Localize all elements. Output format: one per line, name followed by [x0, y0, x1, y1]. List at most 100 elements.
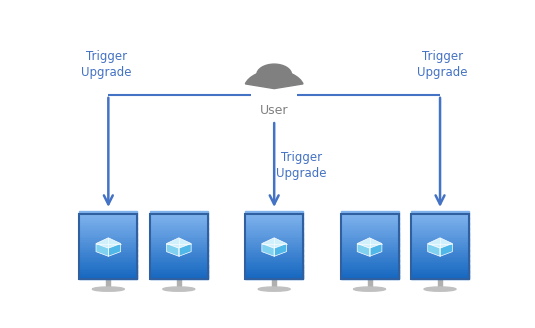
Bar [411, 225, 469, 227]
Bar [177, 279, 181, 288]
Ellipse shape [163, 287, 195, 291]
Bar [411, 240, 469, 242]
Polygon shape [357, 238, 382, 248]
Bar [150, 276, 208, 277]
Bar [150, 242, 208, 244]
Polygon shape [96, 244, 108, 256]
Bar [340, 242, 399, 244]
Bar [245, 230, 303, 232]
Bar [245, 235, 303, 237]
Bar [340, 269, 399, 271]
Bar [340, 277, 399, 279]
Bar [272, 279, 276, 288]
Bar [79, 276, 137, 277]
Bar [411, 277, 469, 279]
Bar [340, 238, 399, 240]
Bar [340, 254, 399, 256]
Bar [411, 252, 469, 254]
Bar [340, 267, 399, 269]
Bar [245, 276, 303, 277]
Bar [340, 237, 399, 239]
Bar [340, 213, 399, 215]
Bar [411, 213, 469, 215]
Bar [411, 237, 469, 239]
Bar [79, 243, 137, 246]
Bar [79, 247, 137, 249]
Text: Trigger
Upgrade: Trigger Upgrade [417, 50, 468, 78]
Bar [79, 252, 137, 254]
Bar [150, 227, 208, 229]
Bar [340, 255, 399, 257]
Bar [245, 270, 303, 273]
Bar [150, 216, 208, 219]
Bar [340, 240, 399, 242]
Bar [245, 228, 303, 231]
Bar [150, 238, 208, 240]
Bar [411, 257, 469, 259]
Bar [340, 245, 399, 247]
Bar [150, 225, 208, 227]
Bar [79, 250, 137, 252]
Bar [245, 252, 303, 254]
Bar [150, 222, 208, 224]
Bar [150, 228, 208, 231]
Bar [368, 279, 372, 288]
Bar [150, 215, 208, 217]
Bar [150, 274, 208, 276]
Bar [411, 269, 469, 271]
Bar [150, 270, 208, 273]
Bar [411, 238, 469, 240]
Bar [150, 243, 208, 246]
Bar [245, 220, 303, 222]
Bar [245, 250, 303, 252]
Bar [245, 233, 303, 236]
Bar [340, 258, 399, 261]
Bar [79, 225, 137, 227]
Bar [150, 218, 208, 220]
Bar [79, 215, 137, 217]
Bar [340, 222, 399, 224]
Bar [245, 269, 303, 271]
Bar [340, 260, 399, 262]
Bar [150, 277, 208, 279]
Bar [79, 237, 137, 239]
Bar [245, 272, 303, 274]
Bar [79, 270, 137, 273]
Bar [245, 218, 303, 220]
Bar [79, 227, 137, 229]
Bar [411, 227, 469, 229]
Bar [411, 249, 469, 251]
Bar [150, 267, 208, 269]
Polygon shape [370, 244, 382, 256]
Bar [245, 257, 303, 259]
Bar [245, 240, 303, 242]
Bar [340, 225, 399, 227]
Bar [411, 258, 469, 261]
Bar [411, 255, 469, 257]
Bar [340, 220, 399, 222]
Bar [411, 264, 469, 266]
Bar [411, 276, 469, 277]
Polygon shape [166, 238, 191, 248]
Polygon shape [166, 244, 179, 256]
Bar [411, 243, 469, 246]
Polygon shape [179, 244, 191, 256]
Bar [340, 250, 399, 252]
Bar [150, 233, 208, 236]
Polygon shape [274, 244, 287, 256]
Bar [340, 230, 399, 232]
Bar [411, 274, 469, 276]
Ellipse shape [93, 287, 124, 291]
Bar [411, 215, 469, 217]
Bar [150, 252, 208, 254]
Bar [411, 220, 469, 222]
Polygon shape [427, 238, 453, 248]
Bar [411, 267, 469, 269]
Bar [340, 264, 399, 266]
Bar [438, 279, 442, 288]
Bar [340, 228, 399, 231]
Bar [411, 212, 469, 214]
Bar [79, 233, 137, 236]
Bar [79, 255, 137, 257]
Bar [411, 228, 469, 231]
